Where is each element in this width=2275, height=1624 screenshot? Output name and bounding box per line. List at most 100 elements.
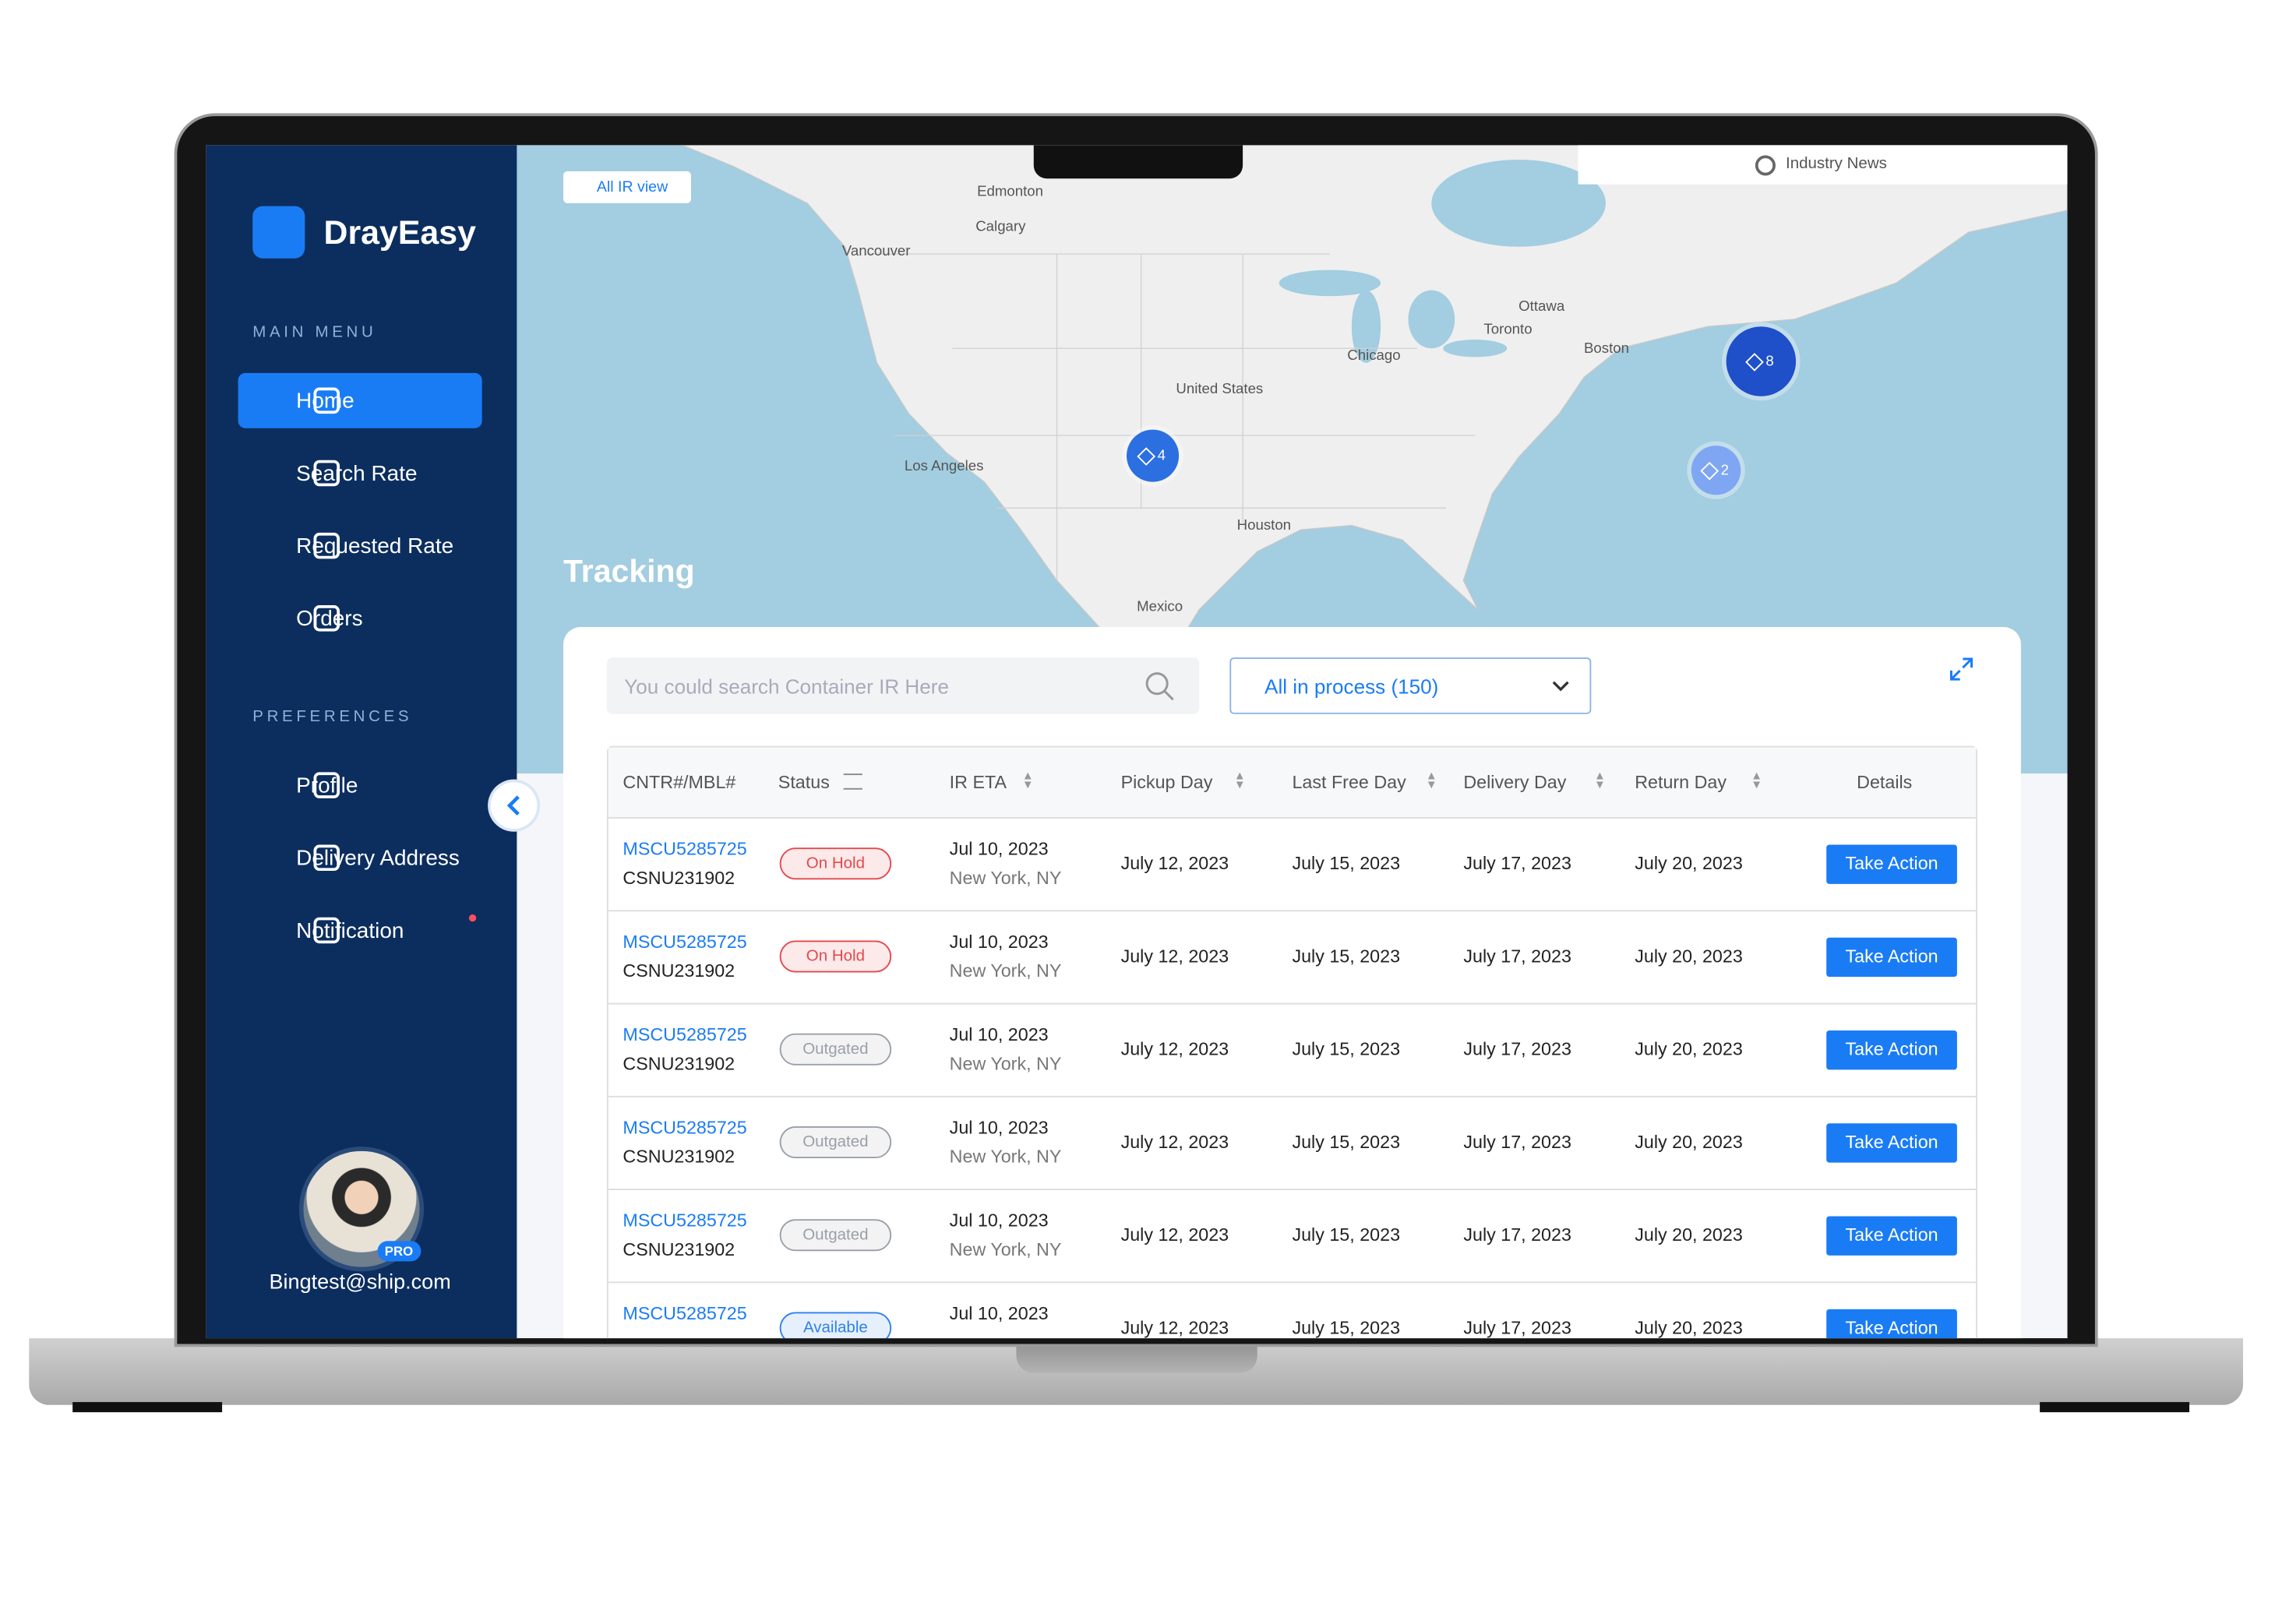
- map-label: Toronto: [1483, 322, 1533, 339]
- column-header: Pickup Day: [1120, 772, 1213, 793]
- delivery-day: July 17, 2023: [1463, 1317, 1571, 1339]
- take-action-button[interactable]: Take Action: [1826, 937, 1957, 978]
- lake: [1408, 290, 1455, 349]
- status-pill: Outgated: [779, 1033, 892, 1066]
- delivery-day: July 17, 2023: [1463, 1132, 1571, 1153]
- container-link: MSCU5285725: [623, 839, 747, 860]
- menu-item[interactable]: Orders: [238, 590, 482, 646]
- sort-icon: ▲ ▼: [1233, 769, 1246, 791]
- take-action-button[interactable]: Take Action: [1826, 1216, 1957, 1256]
- status-pill: Outgated: [779, 1126, 892, 1159]
- news-tab[interactable]: Industry News: [1578, 145, 2068, 185]
- search-box[interactable]: You could search Container IR Here: [606, 657, 1200, 714]
- pickup-day: July 12, 2023: [1120, 1224, 1229, 1245]
- map-label: United States: [1176, 382, 1264, 398]
- filter-dropdown[interactable]: All in process (150): [1229, 657, 1592, 714]
- menu-item[interactable]: Home: [238, 372, 482, 428]
- menu-icon: [313, 772, 340, 798]
- map-label: Calgary: [975, 219, 1026, 235]
- delivery-day: July 17, 2023: [1463, 946, 1571, 967]
- menu-item[interactable]: Search Rate: [238, 446, 482, 501]
- pickup-day: July 12, 2023: [1120, 853, 1229, 874]
- table-row: [608, 1003, 1977, 1097]
- eta-date: Jul 10, 2023: [949, 839, 1049, 860]
- menu-item[interactable]: Delivery Address: [238, 830, 482, 886]
- eta-city: New York, NY: [949, 868, 1062, 889]
- last-free-day: July 15, 2023: [1292, 853, 1401, 874]
- pickup-day: July 12, 2023: [1120, 1132, 1229, 1153]
- eta-city: New York, NY: [949, 1053, 1062, 1074]
- sort-icon: ▲ ▼: [1751, 769, 1763, 791]
- marker-count: 8: [1765, 353, 1774, 370]
- table-row: [608, 817, 1977, 912]
- sort-icon: ▲ ▼: [1594, 769, 1606, 791]
- eta-city: New York, NY: [949, 1147, 1062, 1168]
- table-row: [608, 1096, 1977, 1191]
- brand-logo: [252, 206, 305, 259]
- table-row: [608, 910, 1977, 1005]
- map-label: Ottawa: [1518, 298, 1565, 315]
- cube-icon: [1137, 446, 1156, 465]
- mbl-number: CSNU231902: [623, 1147, 735, 1168]
- pickup-day: July 12, 2023: [1120, 1039, 1229, 1060]
- filter-icon: [843, 773, 862, 790]
- lake: [1351, 290, 1381, 363]
- map-marker[interactable]: 2: [1691, 446, 1741, 495]
- table-header: [608, 747, 1977, 819]
- menu-item[interactable]: Requested Rate: [238, 518, 482, 573]
- column-header: Status: [778, 772, 830, 793]
- container-link: MSCU5285725: [623, 1210, 747, 1231]
- eta-date: Jul 10, 2023: [949, 1117, 1049, 1138]
- menu-label: Orders: [296, 605, 363, 631]
- delivery-day: July 17, 2023: [1463, 1039, 1571, 1060]
- last-free-day: July 15, 2023: [1292, 1224, 1401, 1245]
- last-free-day: July 15, 2023: [1292, 1317, 1401, 1339]
- return-day: July 20, 2023: [1635, 946, 1743, 967]
- sort-icon: ▲ ▼: [1425, 769, 1437, 791]
- take-action-button[interactable]: Take Action: [1826, 844, 1957, 884]
- take-action-button[interactable]: Take Action: [1826, 1030, 1957, 1070]
- cube-icon: [1700, 460, 1719, 480]
- container-link: MSCU5285725: [623, 1024, 747, 1045]
- take-action-button[interactable]: Take Action: [1826, 1309, 1957, 1339]
- menu-item[interactable]: Profile: [238, 758, 482, 813]
- column-header: Last Free Day: [1292, 772, 1406, 793]
- laptop-foot: [2040, 1402, 2190, 1413]
- container-link: MSCU5285725: [623, 1117, 747, 1138]
- map-label: Mexico: [1137, 599, 1183, 616]
- map-marker[interactable]: 8: [1726, 326, 1797, 396]
- marker-count: 4: [1157, 447, 1166, 464]
- filter-label: All in process (150): [1264, 675, 1439, 699]
- mbl-number: CSNU231902: [623, 1053, 735, 1074]
- eta-date: Jul 10, 2023: [949, 1210, 1049, 1231]
- collapse-button[interactable]: [490, 782, 538, 830]
- menu-icon: [313, 844, 340, 872]
- take-action-button[interactable]: Take Action: [1826, 1123, 1957, 1163]
- return-day: July 20, 2023: [1635, 1317, 1743, 1339]
- eta-date: Jul 10, 2023: [949, 1303, 1049, 1324]
- return-day: July 20, 2023: [1635, 1224, 1743, 1245]
- column-header: Details: [1857, 772, 1913, 793]
- map-title: Tracking: [563, 552, 695, 590]
- menu-icon: [313, 460, 340, 487]
- laptop-foot: [72, 1402, 223, 1413]
- menu-icon: [313, 387, 340, 414]
- chevron-icon: [506, 795, 520, 816]
- menu-icon: [313, 605, 340, 632]
- column-header: IR ETA: [949, 772, 1007, 793]
- expand-icon[interactable]: [1947, 654, 1976, 683]
- menu-item[interactable]: Notification: [238, 903, 482, 958]
- status-pill: Outgated: [779, 1219, 892, 1252]
- menu-icon: [313, 917, 340, 944]
- last-free-day: July 15, 2023: [1292, 1039, 1401, 1060]
- sidebar: DrayEasy MAIN MENU PREFERENCES PRO Bingt…: [206, 145, 517, 1339]
- view-button[interactable]: All IR view: [563, 171, 691, 203]
- status-pill: On Hold: [779, 847, 892, 880]
- map-label: Boston: [1584, 340, 1630, 358]
- map-marker[interactable]: 4: [1127, 429, 1180, 482]
- lake: [1443, 340, 1508, 358]
- pickup-day: July 12, 2023: [1120, 1317, 1229, 1339]
- sort-icon: ▲ ▼: [1021, 769, 1034, 791]
- view-button-label: All IR view: [596, 178, 668, 196]
